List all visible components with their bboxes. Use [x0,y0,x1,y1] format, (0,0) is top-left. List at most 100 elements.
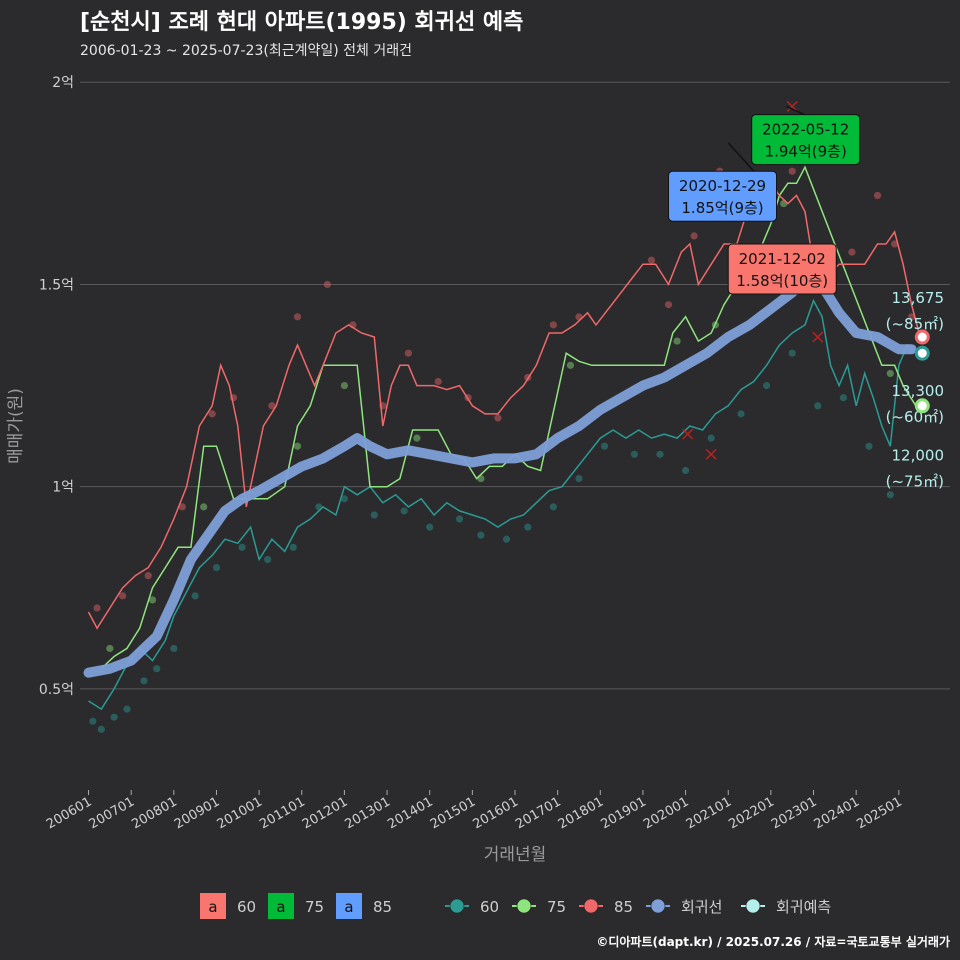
scatter-point-60 [97,725,105,733]
scatter-point-85 [664,301,673,309]
end-label-area: (~85㎡) [886,315,944,333]
scatter-point-60 [600,442,609,450]
scatter-point-75 [293,442,302,450]
legend-fill-label: 85 [373,898,392,916]
regression-line [83,275,917,678]
scatter-point-60 [123,705,131,713]
annotation-value: 1.94억(9층) [765,143,847,161]
scatter-point-60 [170,644,178,653]
legend-line-label: 회귀예측 [776,898,831,916]
scatter-point-60 [212,563,221,572]
legend-line-dot [650,898,666,914]
scatter-point-85 [873,191,882,200]
scatter-point-85 [93,604,101,612]
scatter-point-60 [340,495,349,503]
scatter-point-60 [737,410,745,418]
annotation-date: 2021-12-02 [739,250,826,268]
scatter-point-85 [178,503,186,511]
scatter-point-60 [477,531,485,539]
x-tick-label: 201701 [513,794,563,832]
annotation-value: 1.58억(10층) [736,272,828,290]
scatter-point-60 [153,665,161,673]
x-tick-label: 201001 [215,794,265,832]
legend-line-dot [583,898,599,914]
end-point [914,345,930,361]
scatter-point-60 [886,491,894,499]
scatter-point-60 [238,543,246,551]
scatter-point-60 [763,381,771,390]
scatter-point-75 [200,503,208,511]
scatter-point-60 [814,402,822,410]
cross-marker [682,428,694,440]
annotation-date: 2020-12-29 [679,177,766,195]
x-tick-label: 201401 [385,794,435,832]
scatter-point-60 [549,503,557,511]
legend-line-label: 60 [480,898,499,916]
annotation-box [727,243,837,295]
x-tick-label: 201901 [598,794,648,832]
chart-title: [순천시] 조례 현대 아파트(1995) 회귀선 예측 [80,10,524,35]
scatter-point-85 [119,592,127,600]
y-tick-label: 1억 [52,480,74,496]
x-tick-label: 202301 [769,794,819,832]
scatter-point-60 [89,717,97,725]
scatter-point-85 [890,240,899,248]
scatter-point-60 [630,450,639,458]
x-tick-label: 202001 [641,794,691,832]
x-tick-label: 201601 [471,794,521,832]
scatter-point-60 [110,713,118,721]
end-label-value: 12,000 [892,446,945,464]
x-tick-label: 201801 [556,794,606,832]
scatter-point-85 [690,232,698,240]
scatter-point-60 [426,523,434,531]
legend-fill-label: 60 [237,898,256,916]
legend-fill-glyph: a [276,898,285,916]
x-tick-label: 202501 [854,794,904,832]
scatter-point-60 [839,394,847,402]
y-axis-title: 매매가(원) [6,388,26,464]
scatter-point-75 [566,361,575,369]
scatter-point-60 [289,543,297,551]
scatter-point-85 [788,167,796,175]
x-tick-label: 202401 [812,794,862,832]
annotation-date: 2022-05-12 [762,121,849,139]
scatter-point-85 [208,410,216,418]
legend-line-label: 회귀선 [681,898,722,916]
legend-fill-key [336,893,362,919]
scatter-point-60 [707,434,715,442]
y-tick-label: 2억 [52,75,74,91]
cross-marker [812,331,824,343]
scatter-point-75 [673,337,681,345]
cross-marker [705,448,717,460]
annotation-box [668,170,778,222]
annotation-value: 1.85억(9층) [681,199,763,217]
scatter-point-60 [788,349,796,357]
scatter-point-85 [268,402,276,410]
legend-fill-glyph: a [208,898,217,916]
series-line-60 [88,298,917,711]
legend-fill-glyph: a [344,898,353,916]
scatter-point-60 [865,442,873,450]
x-tick-label: 200801 [129,794,179,832]
scatter-point-60 [370,511,378,519]
scatter-point-60 [400,507,408,515]
series-line-75 [100,165,917,670]
end-label-area: (~60㎡) [886,408,944,426]
legend-line-label: 85 [614,898,633,916]
scatter-point-60 [264,555,272,564]
series-line-85 [87,181,921,630]
scatter-point-60 [681,466,690,475]
annotation-box [751,114,861,166]
legend-line-dot [745,898,761,914]
scatter-point-60 [502,535,511,543]
scatter-point-60 [140,677,148,685]
scatter-point-60 [656,450,664,458]
scatter-point-75 [148,596,157,604]
x-tick-label: 200701 [87,794,137,832]
credit-text: ©디아파트(dapt.kr) / 2025.07.26 / 자료=국토교통부 실… [596,935,950,949]
end-label-area: (~75㎡) [886,472,944,490]
legend-fill-key [268,893,294,919]
scatter-point-85 [549,321,557,329]
scatter-point-85 [144,572,152,580]
